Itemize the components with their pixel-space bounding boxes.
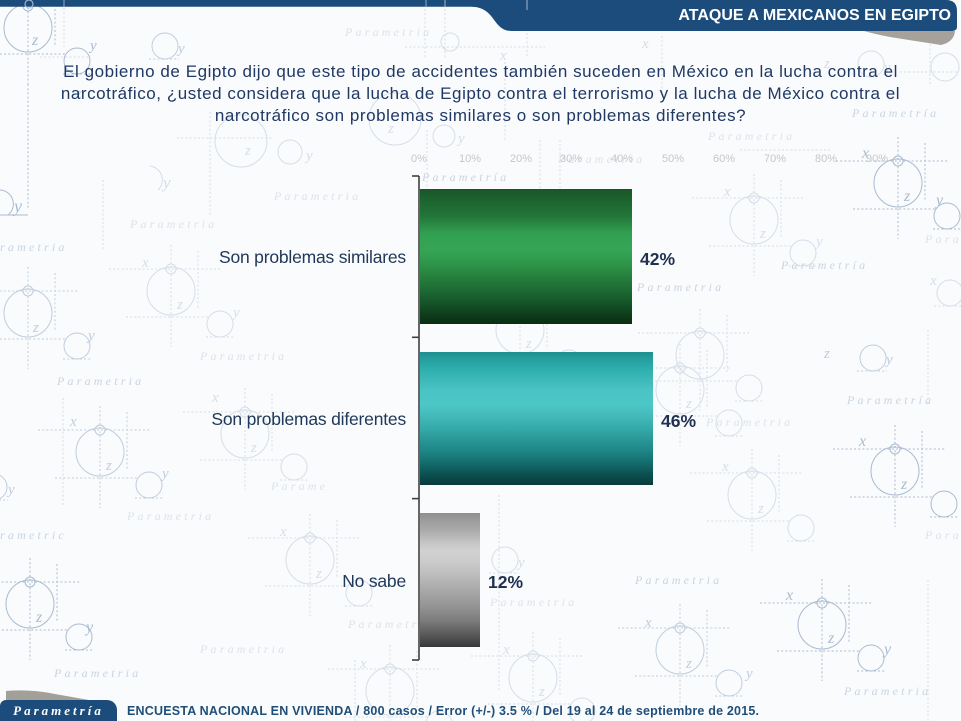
svg-text:Parametria: Parametria [705, 415, 793, 429]
svg-text:z: z [538, 684, 545, 700]
svg-text:y: y [516, 555, 525, 571]
svg-text:Parametria: Parametria [53, 666, 141, 680]
svg-text:y: y [88, 38, 97, 54]
svg-text:x: x [502, 642, 510, 658]
svg-text:x: x [141, 255, 149, 271]
svg-text:Parametria: Parametria [347, 617, 435, 631]
svg-text:x: x [861, 145, 869, 162]
svg-text:x: x [279, 524, 287, 540]
svg-text:x: x [858, 433, 866, 450]
svg-text:x: x [499, 48, 507, 64]
svg-text:y: y [86, 328, 95, 344]
svg-text:z: z [823, 346, 830, 362]
svg-text:x: x [211, 390, 219, 406]
svg-text:Parametria: Parametria [129, 217, 217, 231]
svg-text:z: z [176, 297, 183, 313]
svg-text:y: y [814, 234, 823, 250]
svg-text:z: z [31, 32, 39, 49]
svg-text:x: x [929, 273, 937, 289]
svg-text:z: z [827, 630, 835, 647]
svg-text:Parametria: Parametria [489, 595, 577, 609]
svg-text:rametric: rametric [0, 528, 67, 542]
svg-text:z: z [244, 143, 251, 159]
svg-text:Parame: Parame [270, 479, 328, 493]
svg-text:z: z [685, 396, 692, 412]
svg-text:Parametria: Parametria [56, 374, 144, 388]
svg-text:Parametria: Parametria [199, 642, 287, 656]
svg-text:Parametria: Parametria [843, 684, 931, 698]
svg-text:z: z [900, 476, 908, 493]
svg-text:y: y [12, 196, 22, 216]
svg-text:y: y [161, 173, 171, 192]
svg-text:z: z [525, 336, 532, 352]
svg-text:y: y [231, 305, 240, 321]
svg-text:z: z [759, 226, 766, 242]
svg-text:x: x [723, 184, 731, 200]
svg-text:z: z [685, 656, 692, 672]
svg-text:x: x [721, 459, 729, 475]
svg-text:Parametria: Parametria [636, 280, 724, 294]
svg-text:z: z [387, 121, 394, 137]
svg-text:z: z [105, 458, 112, 474]
svg-text:z: z [32, 320, 39, 336]
svg-text:Parametría: Parametría [421, 170, 509, 184]
svg-text:Parametría: Parametría [846, 393, 934, 407]
svg-text:y: y [304, 148, 313, 164]
svg-text:Para: Para [924, 232, 961, 246]
svg-text:y: y [84, 619, 94, 636]
svg-text:Para: Para [924, 528, 961, 542]
svg-text:z: z [250, 440, 257, 456]
svg-text:z: z [823, 56, 830, 72]
svg-text:rametria: rametria [0, 240, 68, 254]
svg-text:y: y [882, 641, 892, 658]
svg-text:x: x [785, 587, 793, 604]
svg-text:z: z [757, 501, 764, 517]
svg-text:y: y [6, 482, 15, 498]
svg-text:Parametria: Parametria [707, 129, 795, 143]
svg-text:Parametria: Parametria [199, 349, 287, 363]
svg-text:Parametria: Parametria [344, 25, 432, 39]
svg-text:y: y [882, 60, 891, 76]
svg-text:x: x [359, 656, 367, 672]
svg-text:z: z [75, 86, 82, 102]
svg-text:y: y [160, 466, 169, 482]
svg-text:y: y [744, 666, 753, 682]
svg-text:z: z [35, 609, 43, 626]
svg-text:z: z [315, 566, 322, 582]
svg-text:Parametria: Parametria [634, 573, 722, 587]
svg-text:y: y [370, 574, 379, 590]
svg-text:x: x [69, 414, 77, 430]
svg-text:Parametría: Parametría [851, 106, 939, 120]
svg-text:z: z [903, 188, 911, 205]
svg-text:x: x [644, 615, 652, 631]
svg-text:Parametria: Parametria [557, 152, 645, 166]
svg-text:y: y [884, 352, 893, 368]
svg-text:x: x [641, 36, 649, 52]
svg-text:Parametría: Parametría [780, 258, 868, 272]
svg-text:Parametria: Parametria [273, 189, 361, 203]
svg-text:y: y [176, 41, 185, 57]
svg-text:y: y [456, 131, 465, 147]
svg-text:Parametria: Parametria [126, 509, 214, 523]
svg-text:y: y [934, 192, 944, 209]
